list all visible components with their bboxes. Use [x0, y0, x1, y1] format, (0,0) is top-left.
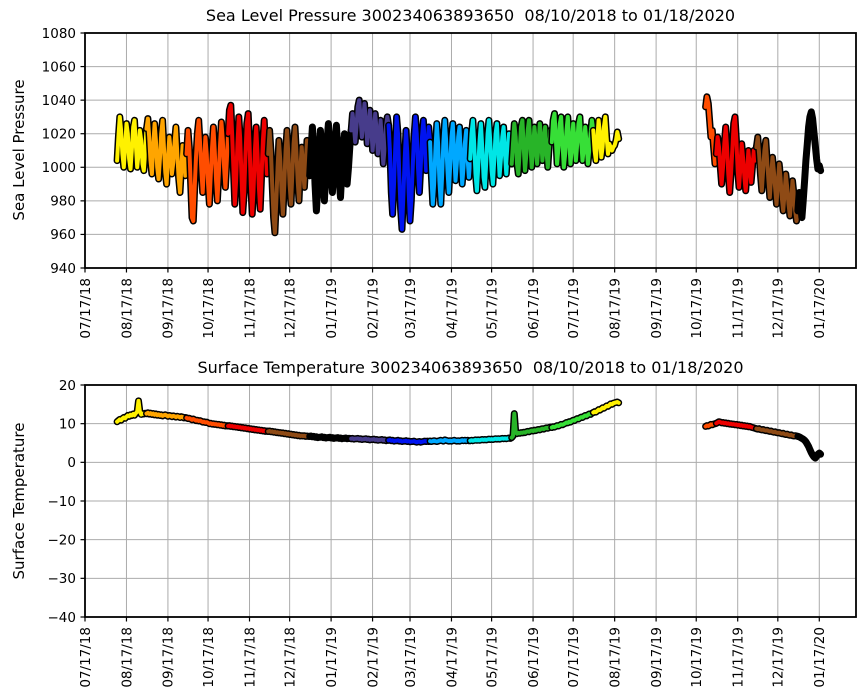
- svg-text:980: 980: [50, 194, 76, 210]
- svg-text:03/17/19: 03/17/19: [403, 278, 419, 339]
- svg-text:09/17/19: 09/17/19: [649, 278, 665, 339]
- svg-text:01/17/20: 01/17/20: [812, 278, 828, 339]
- svg-text:03/17/19: 03/17/19: [403, 627, 419, 688]
- svg-text:0: 0: [67, 455, 76, 471]
- svg-text:−40: −40: [48, 610, 77, 626]
- svg-text:10/17/19: 10/17/19: [689, 627, 705, 688]
- svg-text:08/17/18: 08/17/18: [119, 278, 135, 339]
- svg-text:12/17/19: 12/17/19: [771, 627, 787, 688]
- svg-text:07/17/18: 07/17/18: [78, 627, 94, 688]
- svg-text:12/17/18: 12/17/18: [282, 627, 298, 688]
- svg-text:12/17/18: 12/17/18: [282, 278, 298, 339]
- svg-text:11/17/19: 11/17/19: [731, 627, 747, 688]
- svg-text:05/17/19: 05/17/19: [484, 627, 500, 688]
- svg-text:1080: 1080: [42, 26, 76, 42]
- svg-text:01/17/19: 01/17/19: [324, 627, 340, 688]
- svg-text:06/17/19: 06/17/19: [526, 627, 542, 688]
- svg-text:−20: −20: [48, 532, 77, 548]
- temperature-y-axis-label: Surface Temperature: [10, 422, 28, 580]
- pressure-y-axis-label: Sea Level Pressure: [10, 79, 28, 221]
- svg-text:1040: 1040: [42, 93, 76, 109]
- svg-text:09/17/18: 09/17/18: [161, 627, 177, 688]
- svg-text:02/17/19: 02/17/19: [365, 278, 381, 339]
- svg-text:01/17/20: 01/17/20: [812, 627, 828, 688]
- svg-text:11/17/18: 11/17/18: [242, 627, 258, 688]
- svg-text:12/17/19: 12/17/19: [771, 278, 787, 339]
- svg-text:07/17/18: 07/17/18: [78, 278, 94, 339]
- svg-text:02/17/19: 02/17/19: [365, 627, 381, 688]
- svg-text:1000: 1000: [42, 160, 76, 176]
- svg-text:10/17/18: 10/17/18: [201, 627, 217, 688]
- svg-text:−10: −10: [48, 494, 77, 510]
- pressure-chart-title: Sea Level Pressure 300234063893650 08/10…: [205, 6, 736, 25]
- svg-text:04/17/19: 04/17/19: [444, 627, 460, 688]
- svg-text:05/17/19: 05/17/19: [484, 278, 500, 339]
- svg-text:11/17/18: 11/17/18: [242, 278, 258, 339]
- svg-text:20: 20: [59, 378, 76, 394]
- svg-text:1020: 1020: [42, 127, 76, 143]
- svg-text:1060: 1060: [42, 59, 76, 75]
- svg-text:09/17/18: 09/17/18: [161, 278, 177, 339]
- svg-text:960: 960: [50, 227, 76, 243]
- svg-text:07/17/19: 07/17/19: [566, 627, 582, 688]
- svg-text:08/17/19: 08/17/19: [607, 627, 623, 688]
- svg-text:08/17/19: 08/17/19: [607, 278, 623, 339]
- svg-text:940: 940: [50, 261, 76, 277]
- svg-text:01/17/19: 01/17/19: [324, 278, 340, 339]
- svg-text:11/17/19: 11/17/19: [731, 278, 747, 339]
- temperature-chart-title: Surface Temperature 300234063893650 08/1…: [197, 358, 744, 377]
- svg-text:07/17/19: 07/17/19: [566, 278, 582, 339]
- svg-text:10/17/18: 10/17/18: [201, 278, 217, 339]
- svg-text:08/17/18: 08/17/18: [119, 627, 135, 688]
- svg-text:09/17/19: 09/17/19: [649, 627, 665, 688]
- svg-text:04/17/19: 04/17/19: [444, 278, 460, 339]
- svg-text:−30: −30: [48, 571, 77, 587]
- svg-text:10: 10: [59, 416, 76, 432]
- svg-text:06/17/19: 06/17/19: [526, 278, 542, 339]
- svg-text:10/17/19: 10/17/19: [689, 278, 705, 339]
